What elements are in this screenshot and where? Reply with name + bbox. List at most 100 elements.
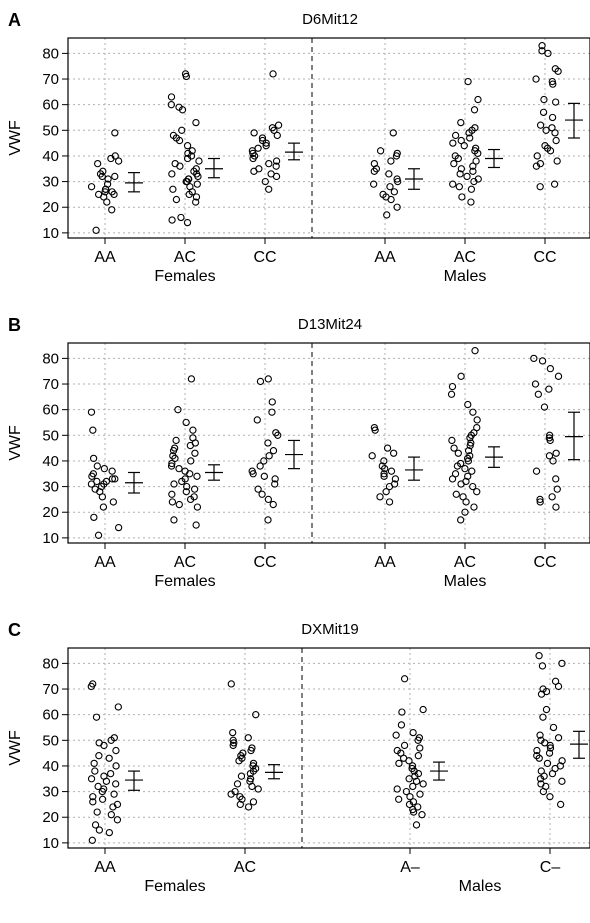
data-point	[379, 190, 387, 199]
data-point	[376, 147, 385, 155]
data-point	[168, 498, 177, 506]
series-males-A–	[392, 675, 448, 829]
data-point	[553, 157, 561, 165]
data-point	[551, 65, 559, 73]
x-category-label: AA	[374, 554, 396, 571]
data-point	[239, 749, 247, 757]
data-point	[457, 516, 465, 524]
data-point	[414, 752, 422, 760]
data-point	[469, 167, 477, 175]
x-category-label: A–	[400, 859, 420, 876]
series-males-C–	[533, 652, 588, 809]
data-point	[552, 449, 560, 457]
data-point	[195, 157, 203, 165]
data-point	[462, 477, 470, 486]
data-point	[271, 480, 279, 488]
data-point	[254, 785, 262, 793]
data-point	[274, 121, 283, 129]
data-point	[113, 816, 122, 824]
plot-frame	[67, 647, 590, 849]
group-label-males: Males	[444, 573, 487, 590]
series-females-AC	[167, 375, 223, 529]
data-point	[89, 793, 97, 801]
chart-title: D6Mit12	[302, 11, 358, 28]
data-point	[548, 77, 556, 86]
data-point	[406, 793, 414, 801]
data-point	[167, 93, 176, 101]
data-point	[244, 803, 253, 811]
data-point	[100, 772, 108, 780]
data-point	[556, 762, 564, 770]
data-point	[182, 418, 190, 427]
data-point	[554, 372, 563, 380]
y-tick-label: 40	[42, 453, 59, 470]
data-point	[383, 211, 391, 219]
data-point	[175, 103, 183, 111]
plot-frame	[67, 342, 590, 544]
data-point	[91, 821, 100, 829]
data-point	[545, 385, 553, 393]
y-tick-label: 70	[42, 376, 59, 393]
data-point	[189, 434, 197, 442]
group-label-males: Males	[459, 878, 502, 895]
data-point	[402, 787, 411, 796]
data-point	[183, 482, 191, 491]
data-point	[457, 136, 465, 145]
data-point	[539, 713, 547, 721]
data-point	[246, 775, 255, 783]
data-point	[471, 347, 479, 355]
data-point	[552, 475, 560, 483]
data-point	[175, 500, 183, 509]
data-point	[260, 472, 268, 480]
data-point	[542, 705, 551, 714]
data-point	[249, 759, 258, 768]
data-point	[409, 782, 417, 791]
data-point	[538, 662, 547, 670]
data-point	[457, 372, 465, 380]
data-point	[469, 482, 477, 491]
data-point	[187, 457, 195, 465]
data-point	[537, 780, 545, 788]
data-point	[553, 485, 561, 493]
data-point	[189, 426, 197, 434]
data-point	[249, 798, 258, 806]
data-point	[269, 447, 278, 455]
data-point	[184, 175, 193, 183]
data-point	[248, 744, 256, 752]
data-point	[268, 408, 276, 416]
data-point	[538, 357, 547, 365]
data-point	[89, 454, 98, 463]
series-males-CC	[530, 354, 583, 511]
data-point	[368, 452, 376, 460]
data-point	[167, 462, 176, 470]
data-point	[192, 521, 200, 529]
data-point	[256, 462, 264, 470]
data-point	[471, 124, 479, 132]
y-tick-label: 20	[42, 504, 59, 521]
data-point	[112, 780, 120, 788]
data-point	[370, 159, 379, 168]
data-point	[258, 136, 267, 145]
data-point	[114, 157, 123, 165]
data-point	[549, 457, 557, 465]
data-point	[89, 426, 97, 434]
x-category-label: AA	[94, 249, 116, 266]
data-point	[192, 193, 201, 201]
data-point	[94, 159, 102, 168]
data-point	[386, 183, 394, 191]
chart-svg-c: C DXMit19 10 20 30 40 50 60 70 80 VWF AA AC Females A–…	[7, 620, 590, 895]
data-point	[549, 80, 557, 88]
data-point	[254, 485, 262, 493]
data-point	[193, 472, 201, 480]
data-point	[254, 144, 262, 152]
data-point	[108, 206, 116, 214]
y-axis-label: VWF	[7, 730, 24, 766]
data-point	[385, 170, 393, 178]
data-point	[269, 500, 277, 509]
data-point	[265, 159, 273, 168]
data-point	[464, 447, 473, 455]
data-point	[470, 106, 479, 114]
data-point	[168, 216, 176, 224]
panel-letter: C	[8, 620, 21, 640]
data-point	[387, 157, 395, 165]
